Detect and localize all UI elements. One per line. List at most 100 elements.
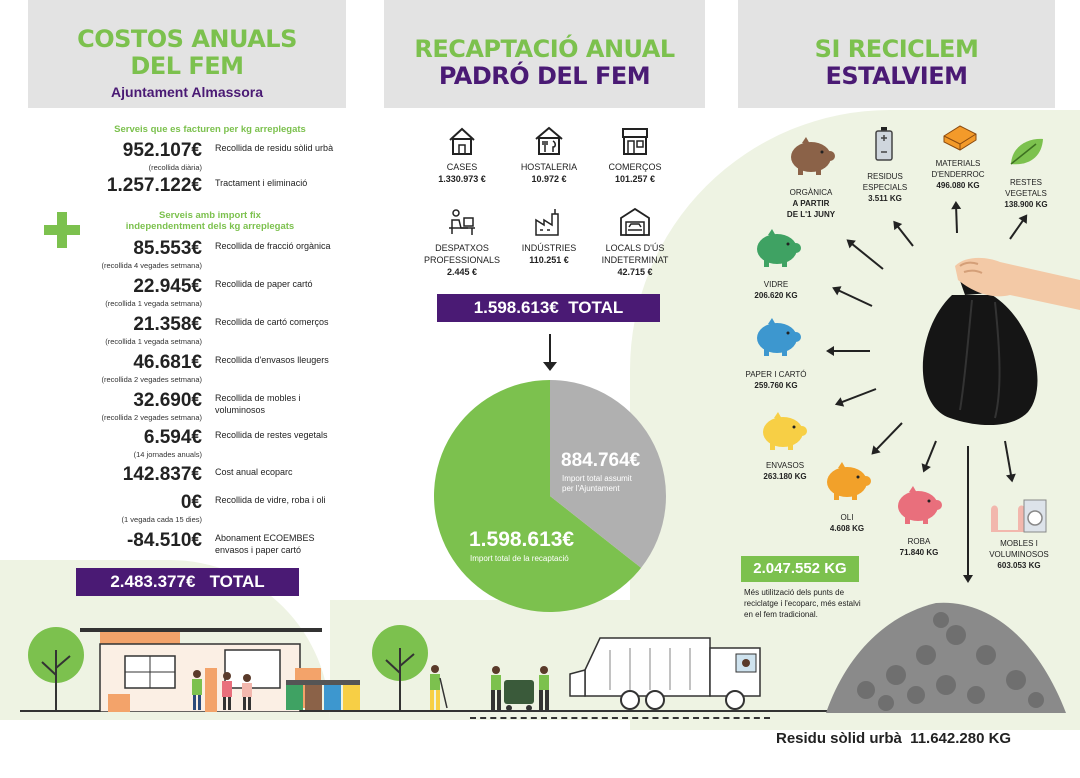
costs-total: 2.483.377€ TOTAL	[76, 568, 299, 596]
oil-piggy-icon	[827, 462, 871, 500]
cost-amount: 22.945€	[133, 276, 202, 297]
category-despatxos: DESPATXOS PROFESSIONALS 2.445 €	[407, 206, 517, 278]
pie-small-label: Import total assumit per l'Ajuntament	[562, 474, 632, 494]
item-value: 259.760 KG	[754, 381, 798, 390]
category-name: INDÚSTRIES	[521, 243, 577, 253]
cost-desc: Recollida de fracció orgànica	[215, 241, 331, 251]
cost-note: (recollida 2 vegades setmana)	[101, 375, 202, 384]
item-value: 206.620 KG	[754, 291, 798, 300]
pie-small-value: 884.764€	[561, 450, 641, 471]
cost-row: 85.553€ (recollida 4 vegades setmana) Re…	[80, 238, 340, 274]
cost-row: 46.681€ (recollida 2 vegades setmana) Re…	[80, 352, 340, 388]
category-name: LOCALS D'ÚS INDETERMINAT	[601, 243, 669, 265]
garbage-bag-icon	[922, 257, 1080, 425]
recycle-item-envasos: ENVASOS 263.180 KG	[730, 460, 840, 482]
cost-note: (recollida 1 vegada setmana)	[105, 337, 202, 346]
recycle-item-paper: PAPER I CARTÓ 259.760 KG	[721, 369, 831, 391]
cost-amount: 0€	[180, 492, 202, 513]
cost-note: (recollida 2 vegades setmana)	[101, 413, 202, 422]
item-name: PAPER I CARTÓ	[745, 370, 807, 379]
packaging-piggy-icon	[763, 412, 807, 450]
brick-icon	[943, 125, 977, 151]
cost-amount: 1.257.122€	[106, 175, 202, 196]
tree-icon	[28, 627, 84, 710]
recycle-item-oli: OLI 4.608 KG	[792, 512, 902, 534]
saved-total-badge: 2.047.552 KG	[741, 556, 859, 582]
cost-amount: 952.107€	[122, 140, 202, 161]
arrow-icon	[828, 350, 870, 352]
down-arrow-head	[543, 362, 557, 371]
building-icon	[80, 628, 322, 712]
house-icon	[449, 127, 475, 155]
paper-piggy-icon	[757, 318, 801, 356]
cost-row: 0€ (1 vegada cada 15 dies) Recollida de …	[80, 492, 340, 528]
item-value: A PARTIR DE L'1 JUNY	[786, 199, 836, 219]
organic-piggy-icon	[791, 137, 835, 175]
office-desk-icon	[449, 209, 475, 235]
category-value: 42.715 €	[617, 267, 653, 277]
people-icon	[192, 670, 252, 710]
cost-row: 21.358€ (recollida 1 vegada setmana) Rec…	[80, 314, 340, 350]
pie-slice-revenue	[434, 380, 642, 612]
category-cases: CASES 1.330.973 €	[407, 125, 517, 185]
section2-label-line2: independentment dels kg arreplegats	[125, 221, 295, 232]
revenue-title-2: PADRÓ DEL FEM	[438, 62, 651, 90]
cost-row: 952.107€ (recollida diària) Recollida de…	[80, 140, 340, 176]
recycle-item-enderroc: MATERIALS D'ENDERROC 496.080 KG	[903, 158, 1013, 191]
revenue-title-1: RECAPTACIÓ ANUAL	[414, 35, 675, 63]
cost-amount: 6.594€	[143, 427, 202, 448]
cost-row: 22.945€ (recollida 1 vegada setmana) Rec…	[80, 276, 340, 312]
cost-amount: 46.681€	[133, 352, 202, 373]
workers-container-icon	[491, 666, 549, 711]
clothes-piggy-icon	[898, 486, 942, 524]
item-value: 3.511 KG	[868, 194, 902, 203]
item-name: MATERIALS D'ENDERROC	[931, 159, 985, 179]
revenue-header: RECAPTACIÓ ANUAL PADRÓ DEL FEM	[384, 0, 705, 108]
category-value: 2.445 €	[446, 267, 478, 277]
plus-icon	[44, 212, 80, 248]
cost-amount: 142.837€	[122, 464, 202, 485]
cost-desc: Recollida d'envasos lleugers	[215, 355, 329, 365]
costs-title-1: COSTOS ANUALS	[77, 25, 297, 53]
item-name: OLI	[840, 513, 854, 522]
category-industries: INDÚSTRIES 110.251 €	[494, 206, 604, 266]
recycle-item-roba: ROBA 71.840 KG	[864, 536, 974, 558]
item-value: 603.053 KG	[997, 561, 1041, 570]
cost-row: 1.257.122€ Tractament i eliminació	[80, 175, 340, 211]
shop-icon	[622, 128, 648, 155]
garage-icon	[620, 207, 650, 236]
recycle-header: SI RECICLEM ESTALVIEM	[738, 0, 1055, 108]
category-hostaleria: HOSTALERIA 10.972 €	[494, 125, 604, 185]
category-name: DESPATXOS PROFESSIONALS	[423, 243, 501, 265]
leaf-icon	[1010, 138, 1043, 165]
section1-label: Serveis que es facturen per kg arreplega…	[114, 124, 306, 135]
item-name: RESTES VEGETALS	[1005, 178, 1047, 198]
factory-icon	[535, 209, 559, 236]
item-name: MOBLES I VOLUMINOSOS	[989, 539, 1049, 559]
cost-desc: Recollida de vidre, roba i oli	[215, 495, 326, 505]
costs-subtitle: Ajuntament Almassora	[111, 84, 263, 100]
category-name: CASES	[446, 162, 478, 172]
cost-note: (recollida 4 vegades setmana)	[101, 261, 202, 270]
down-arrow-icon	[549, 334, 551, 364]
revenue-pie-chart	[434, 380, 666, 612]
rsu-total: Residu sòlid urbà 11.642.280 KG	[776, 730, 1012, 747]
pie-small-label-line1: Import total assumit	[562, 474, 632, 483]
cost-note: (recollida diària)	[148, 163, 202, 172]
recycle-item-mobles: MOBLES I VOLUMINOSOS 603.053 KG	[964, 538, 1074, 571]
category-value: 10.972 €	[531, 174, 567, 184]
saved-text: Més utilització dels punts de reciclatge…	[744, 588, 861, 619]
recycle-title-1: SI RECICLEM	[814, 35, 979, 63]
revenue-total: 1.598.613€ TOTAL	[437, 294, 660, 322]
item-name: RESIDUS ESPECIALS	[862, 172, 908, 192]
bag-pile-icon	[826, 602, 1066, 713]
cost-desc: Recollida de residu sòlid urbà	[215, 143, 334, 153]
glass-piggy-icon	[757, 229, 801, 267]
tree-icon	[372, 625, 428, 710]
cost-desc: Recollida de restes vegetals	[215, 430, 328, 440]
item-value: 4.608 KG	[829, 524, 865, 533]
item-name: ORGÀNICA	[789, 188, 833, 197]
cost-amount: 32.690€	[133, 390, 202, 411]
cost-row: 6.594€ (14 jornades anuals) Recollida de…	[80, 427, 340, 463]
